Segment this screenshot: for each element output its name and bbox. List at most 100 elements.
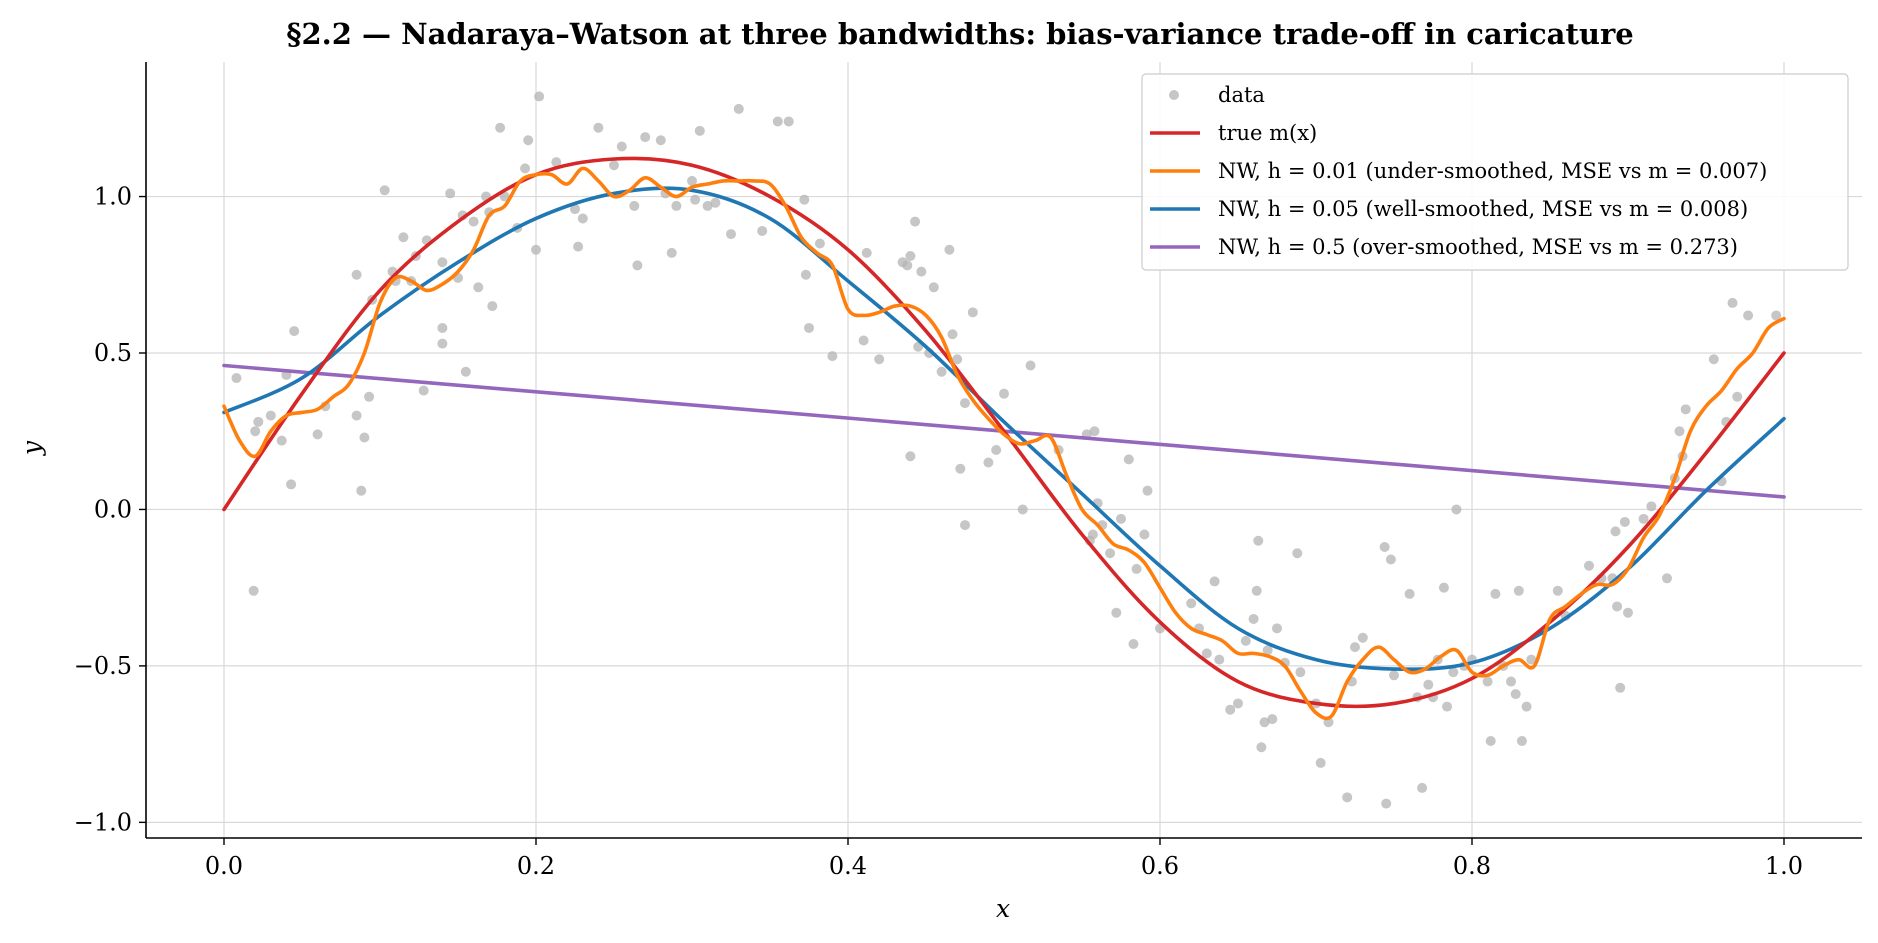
data-point [460,366,471,377]
data-point [1214,654,1225,665]
data-point [632,260,643,271]
data-point [666,247,677,258]
data-point [687,175,697,186]
data-point [1619,516,1630,527]
data-point [495,122,506,133]
data-point [1201,648,1212,659]
chart-title: §2.2 — Nadaraya–Watson at three bandwidt… [286,17,1633,51]
data-point [1389,670,1399,681]
data-point [570,204,580,215]
axes: 0.0 0.2 0.4 0.6 0.8 1.0 −1.0 −0.5 0.0 0.5 1.0 [74,62,1862,880]
data-point [955,463,966,474]
data-point [1209,576,1220,587]
data-point [629,200,640,211]
data-point [1404,588,1415,599]
data-point [1771,310,1782,321]
data-point [531,244,541,255]
data-point [1552,585,1563,596]
data-point [1423,679,1434,690]
y-tick-label: 1.0 [94,183,132,211]
legend-marker-data [1169,90,1179,100]
x-tick-label: 0.4 [829,852,867,880]
data-point [772,116,783,127]
data-point [1233,698,1243,709]
data-point [265,410,276,421]
data-point [1417,782,1428,793]
data-point [468,216,479,227]
data-point [861,247,872,258]
data-point [1516,736,1527,746]
x-tick-label: 1.0 [1765,852,1803,880]
data-point [593,122,604,133]
data-point [1727,297,1738,308]
data-point [364,391,375,402]
data-point [616,141,627,152]
data-point [967,307,978,318]
data-point [983,457,994,468]
data-point [733,103,744,114]
data-point [1128,639,1139,649]
data-point [551,157,562,168]
data-point [799,194,810,205]
data-point [577,213,588,224]
data-point [286,479,297,490]
data-point [418,385,429,396]
y-axis-label: y [17,440,46,456]
data-point [1089,426,1100,437]
data-point [351,410,362,421]
data-point [356,485,367,496]
data-point [800,269,811,280]
data-point [814,238,825,249]
data-point [1105,548,1116,559]
data-point [1017,504,1028,515]
data-point [1623,607,1633,618]
legend-label-h005: NW, h = 0.05 (well-smoothed, MSE vs m = … [1218,197,1748,221]
data-point [1292,548,1303,559]
data-point [1123,454,1134,465]
data-point [960,520,970,531]
data-point [250,426,261,437]
data-point [928,282,939,293]
x-tick-label: 0.8 [1453,852,1491,880]
data-point [437,257,448,268]
data-point [999,388,1009,399]
data-point [1131,563,1142,574]
data-point [445,188,456,199]
data-point [499,191,510,202]
data-point [1638,513,1649,524]
x-tick-label: 0.6 [1141,852,1179,880]
data-point [248,585,259,596]
data-point [1385,554,1396,565]
data-point [640,132,651,143]
data-point [1438,582,1449,593]
data-point [1142,485,1153,496]
data-point [1490,588,1501,599]
data-point [1482,676,1493,687]
data-point [1680,404,1691,415]
data-point [936,366,947,377]
data-point [1615,682,1626,693]
y-tick-label: 0.5 [94,339,132,367]
data-point [710,197,721,208]
data-point [1646,501,1657,512]
data-point [437,322,448,333]
data-point [1506,676,1516,687]
data-point [1513,585,1524,596]
data-point [1612,601,1623,612]
data-point [690,194,701,205]
data-point [1116,513,1126,524]
data-point [1240,635,1251,646]
legend-label-h05: NW, h = 0.5 (over-smoothed, MSE vs m = 0… [1218,235,1738,259]
data-point [1186,598,1197,609]
data-point [902,260,913,271]
data-point [534,91,545,102]
data-point [379,185,390,196]
legend-label-true: true m(x) [1218,121,1317,145]
data-point [1342,792,1353,803]
data-point [231,373,242,384]
data-point [359,432,370,443]
legend-label-h001: NW, h = 0.01 (under-smoothed, MSE vs m =… [1218,159,1767,183]
data-point [312,429,323,440]
data-point [910,216,921,227]
